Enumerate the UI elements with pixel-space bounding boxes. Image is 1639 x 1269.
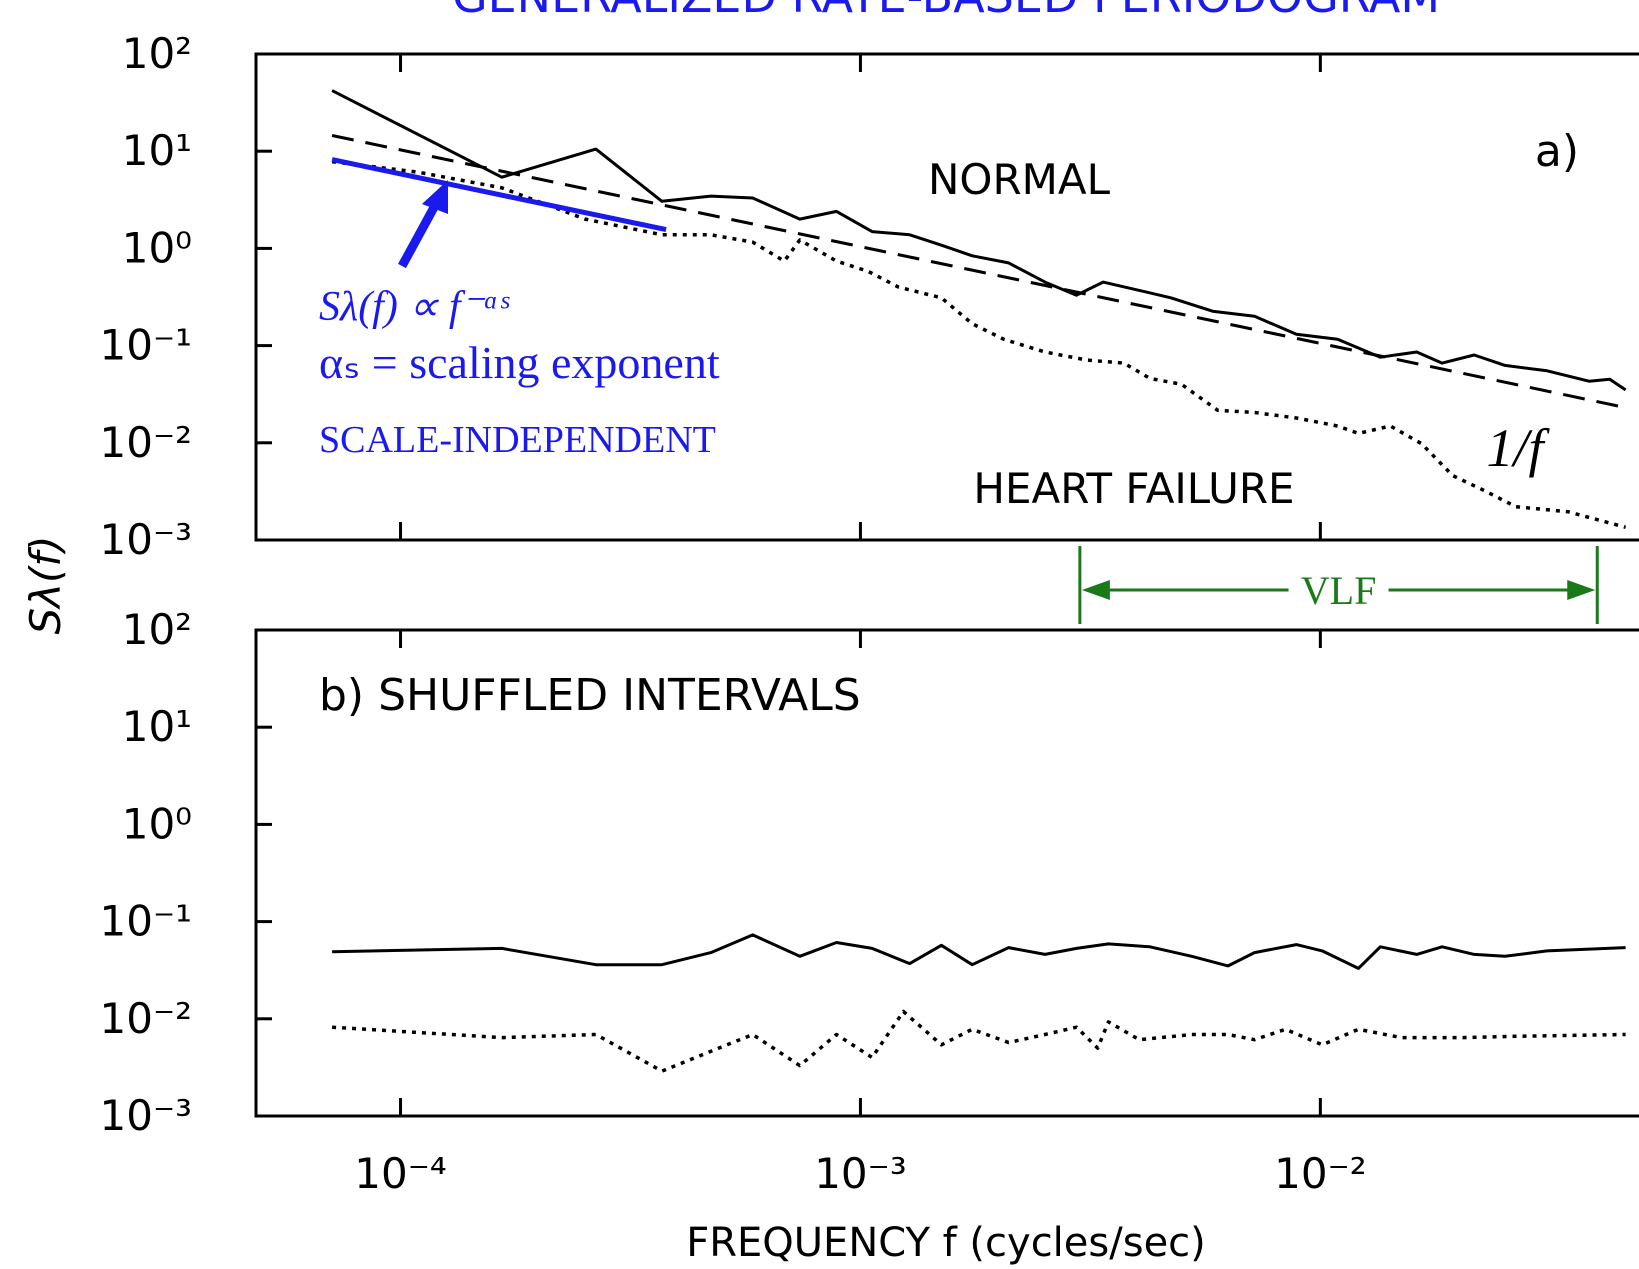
y-tick-label: 10⁻¹ [100, 321, 192, 370]
y-tick-label: 10⁻³ [100, 515, 192, 564]
series-label: HEART FAILURE [973, 464, 1294, 513]
note: SCALE-INDEPENDENT [319, 419, 716, 461]
vlf-arrow-head [1081, 580, 1110, 600]
x-tick-label: 10⁻² [1274, 1149, 1366, 1198]
arrow-head [422, 180, 448, 214]
series-label: NORMAL [928, 155, 1111, 204]
formula: Sλ(f) ∝ f⁻ᵅˢ [319, 284, 510, 330]
formula: αₛ = scaling exponent [319, 337, 720, 388]
series-line [331, 89, 1627, 392]
vlf-arrow-head [1567, 580, 1596, 600]
title: GENERALIZED RATE-BASED PERIODOGRAM [452, 0, 1440, 23]
series-line [332, 933, 1626, 970]
series-line [331, 134, 1626, 410]
x-tick-label: 10⁻³ [814, 1149, 906, 1198]
y-axis-label: Sλ(f) [21, 535, 70, 634]
y-tick-label: 10⁻² [100, 994, 192, 1043]
plot-frame [254, 628, 1639, 1118]
y-tick-label: 10⁻¹ [100, 897, 192, 946]
x-axis-label: FREQUENCY f (cycles/sec) [686, 1220, 1206, 1266]
series-line [331, 157, 667, 233]
series-line [331, 1009, 1626, 1073]
series-label: 1/f [1486, 418, 1550, 478]
y-tick-label: 10⁻² [100, 418, 192, 467]
panel-title: b) SHUFFLED INTERVALS [319, 670, 861, 721]
x-tick-label: 10⁻⁴ [354, 1149, 446, 1198]
panel-label: a) [1535, 126, 1579, 177]
y-tick-label: 10² [122, 605, 192, 654]
vlf-label: VLF [1301, 568, 1377, 613]
y-tick-label: 10² [122, 29, 192, 78]
y-tick-label: 10¹ [122, 702, 192, 751]
y-tick-label: 10¹ [122, 126, 192, 175]
y-tick-label: 10⁰ [122, 223, 192, 272]
arrow [398, 197, 442, 269]
y-tick-label: 10⁰ [122, 799, 192, 848]
y-tick-label: 10⁻³ [100, 1091, 192, 1140]
plot-frame [254, 52, 1639, 542]
